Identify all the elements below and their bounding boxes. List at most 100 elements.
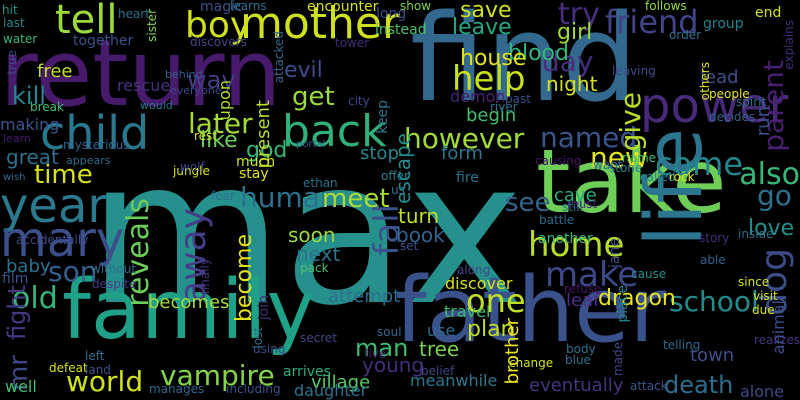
word-night: night [546, 72, 598, 96]
word-including: including [226, 382, 281, 396]
word-way: way [187, 66, 236, 94]
word-well: well [5, 377, 37, 396]
word-god: god [246, 138, 288, 163]
word-tree: tree [419, 337, 460, 361]
word-river: river [490, 100, 518, 114]
word-magic: magic [200, 0, 243, 15]
word-without: without [91, 262, 137, 276]
word-mary: mary [0, 212, 125, 268]
word-much: much [236, 154, 276, 170]
word-blood: blood [508, 41, 569, 66]
word-tell: tell [55, 0, 118, 43]
word-made: made [611, 342, 625, 377]
word-due: due [752, 303, 775, 317]
word-home: home [528, 225, 625, 265]
word-rock: rock [669, 170, 695, 184]
word-jane: jane [607, 238, 623, 268]
word-pack: pack [300, 261, 329, 275]
word-young: young [362, 353, 425, 377]
word-attempt: attempt [328, 286, 401, 307]
word-great: great [6, 145, 59, 169]
word-people: people [709, 87, 750, 101]
word-despite: despite [92, 277, 137, 291]
word-follows: follows [645, 0, 687, 13]
word-power: power [640, 78, 789, 134]
word-refuse: refuse [564, 282, 602, 296]
word-heart: heart [118, 7, 150, 21]
word-encounter: encounter [307, 0, 379, 15]
word-must: must [567, 197, 598, 211]
word-end: end [755, 5, 782, 21]
word-death: death [664, 371, 734, 399]
word-stop: stop [360, 143, 399, 164]
word-others: others [698, 62, 712, 101]
word-decides: decides [709, 110, 756, 124]
word-soul: soul [377, 325, 402, 339]
word-left: left [85, 349, 105, 363]
word-discovers: discovers [190, 35, 247, 49]
word-cause: cause [631, 267, 667, 281]
word-fire: fire [456, 170, 479, 186]
word-leaf: leaf [566, 290, 600, 311]
word-leaving: leaving [612, 64, 656, 78]
word-travel: travel [444, 302, 491, 321]
word-attack: attack [630, 379, 668, 393]
word-causing: causing [535, 154, 582, 168]
word-one: one [466, 282, 526, 320]
word-friend: friend [605, 3, 699, 41]
word-baby: baby [6, 256, 51, 277]
word-kill: kill [12, 82, 46, 110]
word-brother: brother [502, 318, 523, 385]
word-wolf: wolf [180, 160, 205, 174]
word-group: group [703, 16, 744, 32]
word-however: however [404, 122, 525, 155]
word-jungle: jungle [173, 164, 210, 178]
word-meanwhile: meanwhile [410, 371, 498, 390]
word-house: house [460, 46, 527, 71]
word-ethan: ethan [303, 176, 338, 190]
word-back: back [282, 106, 387, 157]
word-cave: cave [554, 185, 597, 206]
word-also: also [739, 157, 800, 192]
word-hit: hit [2, 3, 18, 17]
word-stone: stone [609, 161, 643, 175]
word-attacked: attacked [272, 31, 286, 84]
word-next: next [296, 242, 341, 266]
word-man: man [355, 334, 409, 362]
word-go: go [757, 179, 792, 212]
word-discover: discover [445, 274, 513, 293]
word-child: child [40, 106, 150, 160]
word-making: making [0, 115, 60, 134]
word-portal: portal [296, 139, 326, 150]
word-find: find [410, 0, 638, 129]
word-demon: demon [450, 87, 506, 106]
word-family: family [62, 263, 316, 358]
word-name: name [622, 151, 657, 165]
word-finally: finally [198, 258, 212, 295]
word-sister: sister [145, 9, 159, 42]
word-become: become [232, 234, 257, 323]
word-fear: fear [211, 189, 235, 203]
word-body: body [566, 342, 596, 356]
word-place: place [615, 285, 631, 323]
word-see: see [505, 188, 551, 218]
word-dragon: dragon [598, 286, 676, 311]
word-true: true [5, 50, 19, 75]
word-visit: visit [753, 289, 778, 303]
word-stay: stay [239, 166, 269, 182]
word-begin: begin [466, 105, 517, 126]
word-take: take [536, 130, 727, 233]
word-form: form [441, 143, 483, 164]
word-get: get [292, 82, 335, 112]
word-leave: leave [452, 15, 512, 40]
word-make: make [545, 255, 639, 295]
word-want: want [593, 158, 623, 172]
word-use: use [427, 321, 456, 340]
word-alone: alone [740, 382, 785, 400]
word-come: come [655, 145, 744, 183]
word-book: book [396, 223, 445, 247]
word-turn: turn [398, 204, 440, 228]
word-spirit: spirit [736, 95, 767, 109]
word-change: change [509, 356, 554, 370]
word-telling: telling [663, 338, 701, 352]
